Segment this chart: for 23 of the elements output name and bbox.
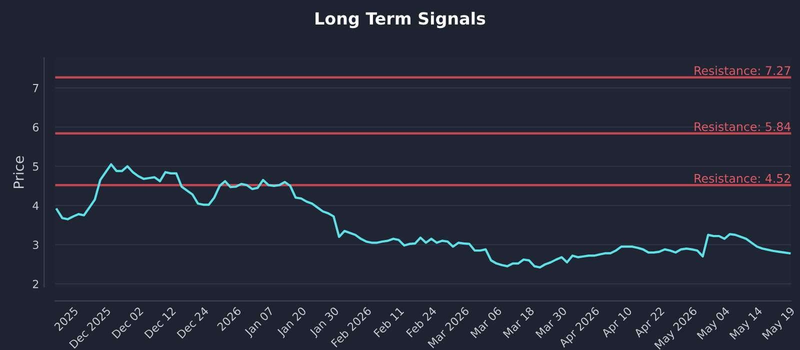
ref-line-label: Resistance: 4.52	[694, 174, 790, 183]
y-axis-title: Price	[13, 156, 24, 188]
y-tick-label: 5	[33, 162, 38, 171]
x-tick-label: Mar 06	[470, 306, 502, 338]
x-tick-label: Dec 12	[144, 306, 176, 339]
y-tick-label: 7	[33, 84, 38, 92]
x-tick-label: Mar 18	[502, 306, 535, 338]
y-tick-label: 4	[32, 202, 39, 210]
x-tick-label: Dec 24	[176, 306, 210, 339]
x-tick-label: Jan 07	[244, 306, 276, 338]
x-tick-label: Jan 20	[276, 306, 308, 338]
y-tick-label: 2	[32, 280, 38, 288]
x-tick-label: Dec 02	[111, 306, 144, 339]
chart-title: Long Term Signals	[316, 12, 486, 28]
line-series	[56, 163, 791, 269]
y-tick-label: 3	[33, 240, 38, 250]
ref-line-label: Resistance: 7.27	[694, 66, 790, 76]
ref-line-label: Resistance: 5.84	[694, 122, 791, 132]
x-tick-label: Mar 30	[535, 306, 568, 338]
x-tick-label: Feb 24	[406, 306, 437, 338]
x-tick-label: Feb 11	[373, 306, 404, 338]
x-tick-label: Apr 10	[600, 306, 634, 340]
y-tick-label: 6	[32, 123, 39, 132]
